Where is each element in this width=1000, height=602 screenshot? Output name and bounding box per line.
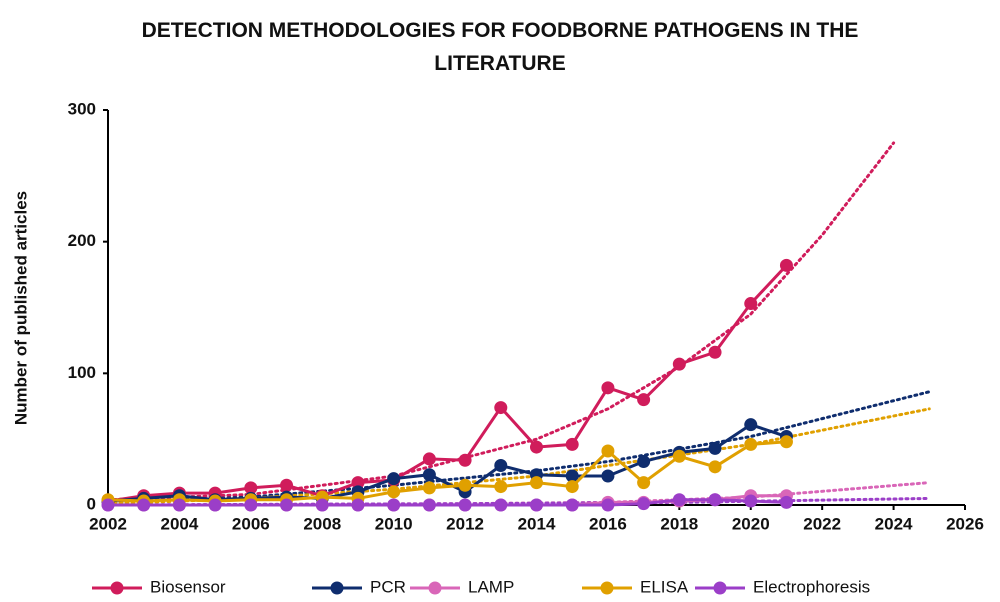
data-point — [565, 469, 579, 483]
x-tick-label: 2024 — [875, 514, 913, 533]
x-tick-label: 2014 — [518, 514, 556, 533]
data-point — [208, 498, 222, 512]
data-point — [779, 435, 793, 449]
x-tick-label: 2026 — [946, 514, 984, 533]
legend-marker — [600, 581, 614, 595]
data-point — [672, 449, 686, 463]
legend-label: PCR — [370, 577, 406, 596]
legend-marker — [330, 581, 344, 595]
x-tick-label: 2004 — [161, 514, 199, 533]
data-point — [565, 437, 579, 451]
data-point — [565, 480, 579, 494]
y-tick-label: 0 — [87, 494, 96, 513]
x-tick-label: 2020 — [732, 514, 770, 533]
data-point — [280, 498, 294, 512]
data-point — [422, 498, 436, 512]
x-tick-label: 2016 — [589, 514, 627, 533]
data-point — [351, 498, 365, 512]
legend-marker — [713, 581, 727, 595]
y-tick-label: 100 — [68, 363, 96, 382]
data-point — [244, 481, 258, 495]
data-point — [779, 258, 793, 272]
x-tick-label: 2012 — [446, 514, 484, 533]
data-point — [601, 498, 615, 512]
data-point — [458, 478, 472, 492]
data-point — [744, 297, 758, 311]
data-point — [601, 381, 615, 395]
data-point — [494, 480, 508, 494]
data-point — [387, 498, 401, 512]
data-point — [708, 441, 722, 455]
data-point — [422, 468, 436, 482]
data-point — [637, 455, 651, 469]
x-tick-label: 2008 — [303, 514, 341, 533]
data-point — [601, 469, 615, 483]
data-point — [744, 494, 758, 508]
data-point — [601, 444, 615, 458]
x-tick-label: 2022 — [803, 514, 841, 533]
data-point — [708, 493, 722, 507]
legend-marker — [110, 581, 124, 595]
legend-label: ELISA — [640, 577, 689, 596]
data-point — [494, 459, 508, 472]
data-point — [458, 453, 472, 467]
data-point — [387, 472, 401, 486]
data-point — [565, 498, 579, 512]
data-point — [494, 498, 508, 512]
y-tick-label: 300 — [68, 99, 96, 118]
x-tick-label: 2018 — [660, 514, 698, 533]
x-tick-label: 2010 — [375, 514, 413, 533]
data-point — [779, 495, 793, 509]
data-point — [494, 401, 508, 415]
data-point — [637, 393, 651, 407]
data-point — [351, 476, 365, 490]
data-point — [422, 452, 436, 466]
data-point — [280, 478, 294, 492]
data-point — [672, 493, 686, 507]
legend-label: Biosensor — [150, 577, 226, 596]
data-point — [708, 460, 722, 474]
data-point — [458, 498, 472, 512]
data-point — [637, 497, 651, 511]
y-axis-label: Number of published articles — [11, 191, 30, 425]
series-line — [107, 264, 788, 503]
data-point — [137, 498, 151, 512]
data-point — [530, 440, 543, 454]
data-point — [744, 437, 758, 451]
data-point — [637, 476, 651, 490]
data-point — [744, 418, 758, 432]
data-point — [387, 485, 401, 499]
legend-marker — [428, 581, 442, 595]
y-tick-label: 200 — [68, 231, 96, 250]
data-point — [315, 498, 329, 512]
legend-label: Electrophoresis — [753, 577, 870, 596]
chart-title: DETECTION METHODOLOGIES FOR FOODBORNE PA… — [141, 19, 859, 75]
x-tick-label: 2002 — [89, 514, 127, 533]
data-point — [244, 498, 258, 512]
data-point — [530, 498, 543, 512]
data-point — [530, 476, 543, 490]
x-tick-label: 2006 — [232, 514, 270, 533]
data-point — [172, 498, 186, 512]
data-point — [101, 498, 115, 512]
data-point — [672, 357, 686, 371]
data-point — [708, 345, 722, 359]
legend-label: LAMP — [468, 577, 514, 596]
data-point — [422, 481, 436, 495]
trend-line — [106, 141, 896, 502]
